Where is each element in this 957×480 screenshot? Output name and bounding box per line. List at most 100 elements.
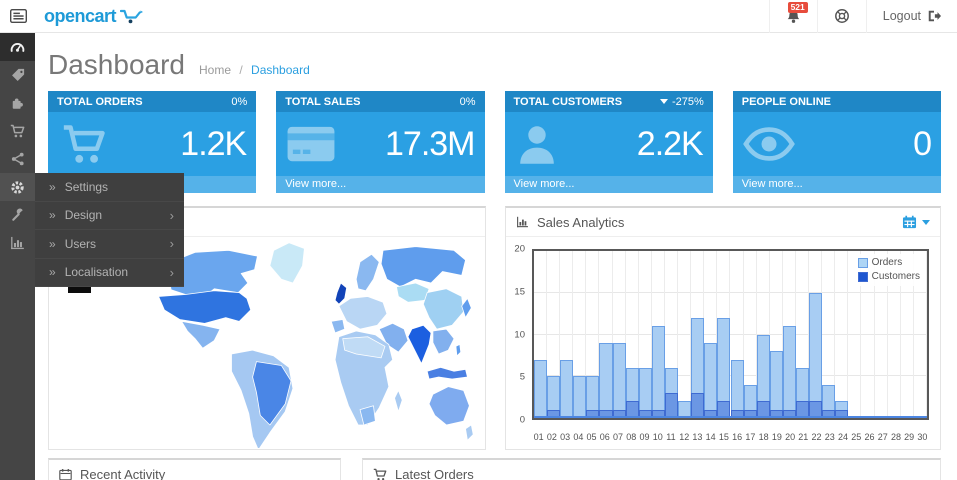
tile-value: 2.2K (636, 124, 704, 163)
map-scandinavia[interactable] (355, 253, 380, 292)
map-philippines[interactable] (455, 344, 462, 357)
submenu-item-design[interactable]: » Design › (35, 202, 184, 230)
map-southeast-asia[interactable] (432, 328, 455, 355)
recent-activity-title: Recent Activity (80, 466, 166, 480)
notification-badge: 521 (787, 1, 808, 13)
map-russia[interactable] (380, 246, 466, 288)
sign-out-icon (928, 10, 941, 22)
map-mexico[interactable] (181, 321, 221, 349)
map-brazil[interactable] (252, 361, 292, 426)
sidebar-item-extensions[interactable] (0, 89, 35, 117)
breadcrumb: Home / Dashboard (199, 63, 310, 77)
tools-wrench-icon (11, 208, 23, 221)
marketing-share-icon (11, 152, 24, 166)
map-panel-header (49, 208, 485, 237)
calendar-icon (59, 468, 72, 480)
chart-bar-orders (612, 342, 626, 418)
submenu-item-settings[interactable]: » Settings (35, 173, 184, 202)
date-range-button[interactable] (902, 215, 930, 229)
recent-activity-panel: Recent Activity (48, 458, 341, 480)
chart-bar-orders (560, 359, 574, 418)
cart-icon (373, 468, 387, 480)
sidebar-nav (0, 33, 35, 480)
tile-total-customers: TOTAL CUSTOMERS -275% 2.2K View more... (504, 91, 713, 193)
chart-plot-area: Orders Customers (532, 249, 929, 420)
chart-bar-orders (573, 376, 587, 418)
page-header: Dashboard Home / Dashboard (48, 45, 941, 91)
map-japan[interactable] (461, 297, 472, 318)
shopping-cart-icon (63, 125, 105, 163)
map-madagascar[interactable] (394, 390, 403, 412)
tile-label: TOTAL ORDERS (57, 95, 143, 108)
chevron-right-icon: › (169, 236, 174, 252)
caret-down-icon (922, 219, 930, 225)
tile-total-sales: TOTAL SALES 0% 17.3M View more... (276, 91, 485, 193)
map-usa[interactable] (158, 290, 252, 324)
system-gear-icon (11, 180, 24, 194)
chevron-right-icon: › (169, 207, 174, 223)
tile-value: 1.2K (180, 124, 247, 163)
submenu-edge-artifact (68, 287, 91, 293)
tile-people-online: PEOPLE ONLINE 0 View more... (732, 91, 941, 193)
middle-panels-row: Sales Analytics 0 5 10 15 20 (48, 206, 941, 450)
map-china[interactable] (422, 288, 464, 330)
map-europe[interactable] (338, 296, 388, 330)
chart-x-axis: 01 02 03 04 05 06 07 08 09 10 11 12 13 14 15 16 17 18 19 20… (533, 432, 928, 442)
submenu-item-localisation[interactable]: » Localisation › (35, 259, 184, 287)
map-india[interactable] (407, 324, 432, 364)
sidebar-item-dashboard[interactable] (0, 33, 35, 61)
breadcrumb-current[interactable]: Dashboard (251, 63, 310, 77)
map-new-zealand[interactable] (465, 424, 474, 441)
chart-bar-orders (651, 326, 665, 418)
main-content: Dashboard Home / Dashboard TOTAL ORDERS … (35, 33, 957, 480)
breadcrumb-home[interactable]: Home (198, 63, 231, 77)
submenu-label: Localisation (64, 265, 129, 280)
logout-button[interactable]: Logout (865, 0, 957, 33)
view-more-link[interactable]: View more... (504, 176, 713, 193)
chart-bar-orders (809, 292, 823, 418)
sidebar-item-sales[interactable] (0, 117, 35, 145)
menu-icon (9, 9, 27, 23)
help-button[interactable] (816, 0, 866, 33)
bar-chart-icon (517, 216, 528, 228)
double-angle-icon: » (49, 208, 56, 223)
sidebar-item-system[interactable] (0, 173, 35, 201)
submenu-label: Design (64, 208, 103, 223)
tile-label: TOTAL SALES (285, 95, 361, 108)
map-north-africa[interactable] (342, 336, 386, 359)
sidebar-item-catalog[interactable] (0, 61, 35, 89)
view-more-link[interactable]: View more... (732, 176, 941, 193)
sales-analytics-panel: Sales Analytics 0 5 10 15 20 (505, 206, 941, 450)
sidebar-item-marketing[interactable] (0, 145, 35, 173)
chart-bar-orders (599, 342, 613, 418)
logo-cart-icon (120, 9, 144, 24)
view-more-link[interactable]: View more... (276, 176, 485, 193)
tile-label: TOTAL CUSTOMERS (513, 95, 623, 108)
double-angle-icon: » (49, 236, 56, 251)
top-header: opencart 521 Logout (0, 0, 957, 33)
reports-chart-icon (11, 236, 24, 250)
sales-chart: 0 5 10 15 20 Orders Customers 01 02 03 04 05 06 07 0… (506, 237, 940, 450)
logout-label: Logout (882, 9, 921, 23)
map-central-asia[interactable] (396, 282, 430, 303)
tile-delta: 0% (231, 95, 248, 108)
chart-bar-customers (664, 392, 679, 418)
map-south-africa[interactable] (359, 405, 376, 426)
map-greenland[interactable] (269, 242, 305, 284)
map-australia[interactable] (428, 386, 470, 426)
map-uk[interactable] (334, 282, 347, 305)
stat-tiles-row: TOTAL ORDERS 0% 1.2K View more... TOTAL … (48, 91, 941, 193)
opencart-logo[interactable]: opencart (44, 6, 144, 27)
menu-toggle-button[interactable] (0, 0, 36, 33)
latest-orders-panel: Latest Orders (362, 458, 941, 480)
user-icon (519, 126, 554, 164)
world-map (49, 237, 485, 448)
sidebar-item-tools[interactable] (0, 201, 35, 229)
map-indonesia[interactable] (426, 367, 468, 380)
notifications-button[interactable]: 521 (768, 0, 817, 33)
sidebar-item-reports[interactable] (0, 229, 35, 257)
map-iberia[interactable] (330, 319, 346, 334)
chart-bar-orders (534, 359, 548, 418)
breadcrumb-separator: / (239, 63, 243, 77)
submenu-item-users[interactable]: » Users › (35, 230, 184, 259)
